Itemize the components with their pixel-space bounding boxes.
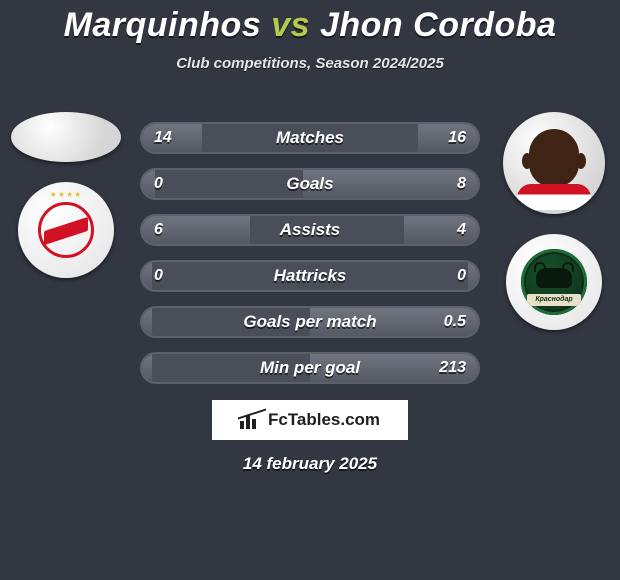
left-column: ★★★★ — [6, 112, 126, 278]
stat-label: Goals — [142, 170, 478, 198]
page-title: Marquinhos vs Jhon Cordoba — [0, 0, 620, 45]
stat-label: Goals per match — [142, 308, 478, 336]
watermark-text: FcTables.com — [268, 410, 380, 430]
spartak-badge-icon: ★★★★ — [38, 202, 94, 258]
stat-row-assists: 6 Assists 4 — [140, 214, 480, 246]
fctables-logo-icon — [240, 411, 262, 429]
club-ribbon-text: Краснодар — [527, 294, 581, 306]
stat-row-matches: 14 Matches 16 — [140, 122, 480, 154]
player1-avatar — [11, 112, 121, 162]
stat-row-min-per-goal: Min per goal 213 — [140, 352, 480, 384]
stat-value-right: 4 — [457, 216, 466, 244]
right-column: Краснодар — [494, 112, 614, 330]
player-head-icon — [519, 121, 589, 206]
vs-label: vs — [271, 6, 310, 44]
stat-row-goals: 0 Goals 8 — [140, 168, 480, 200]
player2-club-badge: Краснодар — [506, 234, 602, 330]
stat-label: Matches — [142, 124, 478, 152]
player1-name: Marquinhos — [64, 6, 262, 44]
player2-avatar — [503, 112, 605, 214]
watermark: FcTables.com — [212, 400, 408, 440]
stat-value-right: 0.5 — [444, 308, 466, 336]
stat-label: Min per goal — [142, 354, 478, 382]
stat-value-right: 8 — [457, 170, 466, 198]
comparison-date: 14 february 2025 — [0, 454, 620, 474]
stat-row-goals-per-match: Goals per match 0.5 — [140, 306, 480, 338]
stats-area: 14 Matches 16 0 Goals 8 6 Assists 4 0 Ha… — [140, 122, 480, 398]
stat-value-right: 213 — [439, 354, 466, 382]
stat-row-hattricks: 0 Hattricks 0 — [140, 260, 480, 292]
stat-value-right: 0 — [457, 262, 466, 290]
player1-club-badge: ★★★★ — [18, 182, 114, 278]
player2-name: Jhon Cordoba — [320, 6, 556, 44]
stat-label: Hattricks — [142, 262, 478, 290]
stat-label: Assists — [142, 216, 478, 244]
subtitle: Club competitions, Season 2024/2025 — [0, 55, 620, 72]
stat-value-right: 16 — [448, 124, 466, 152]
krasnodar-badge-icon: Краснодар — [521, 249, 587, 315]
